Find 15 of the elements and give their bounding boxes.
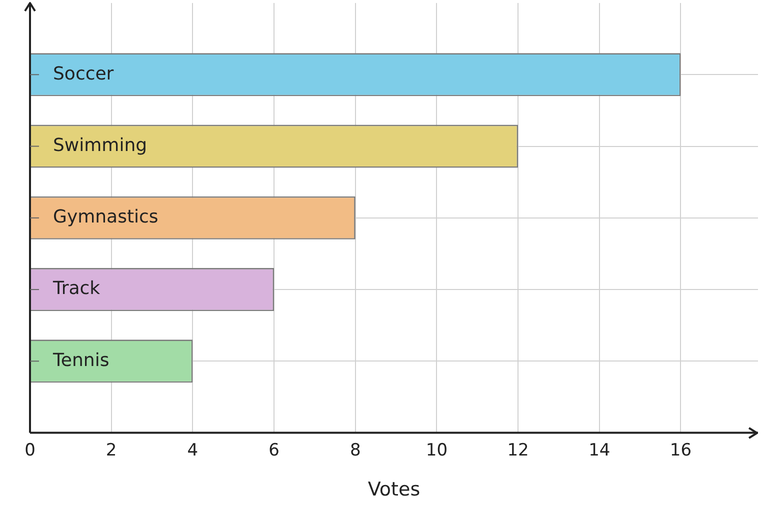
y-tick-label: Track [52,278,101,300]
x-tick-label: 12 [507,440,529,460]
x-tick-label: 10 [426,440,448,460]
x-tick-label: 2 [106,440,117,460]
x-tick-label: 16 [670,440,692,460]
x-tick-label: 4 [187,440,198,460]
y-tick-label: Gymnastics [53,206,158,228]
x-tick-label: 6 [268,440,280,460]
x-tick-label: 8 [350,440,361,460]
x-tick-label: 14 [588,440,610,460]
x-tick-label: 0 [24,440,36,460]
y-tick-label: Swimming [53,134,148,156]
y-tick-label: Tennis [52,350,110,371]
x-axis-title: Votes [368,478,420,501]
y-tick-label: Soccer [53,63,114,84]
